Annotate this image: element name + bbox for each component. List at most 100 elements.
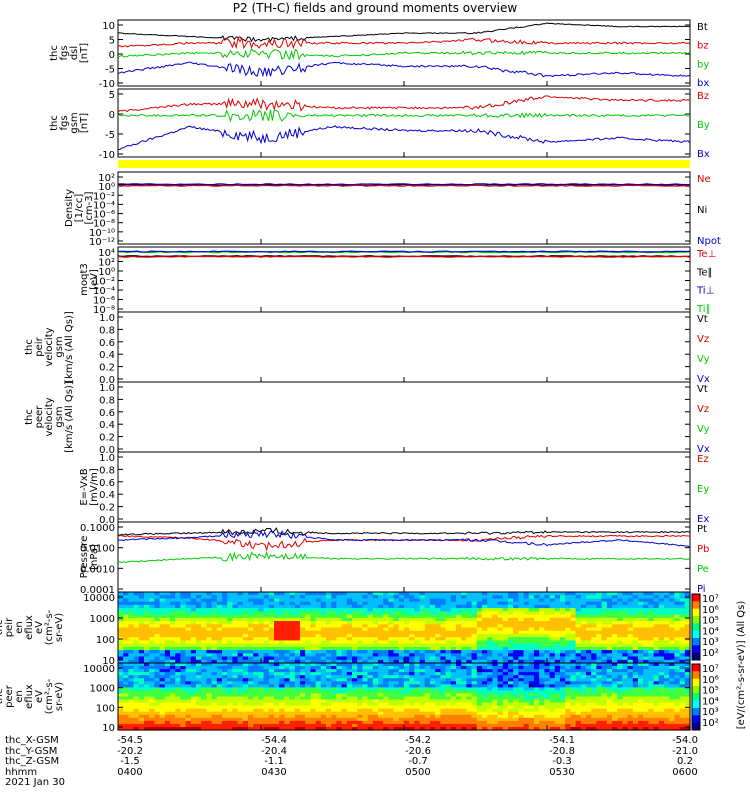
electron-spectrogram-cell — [300, 678, 306, 682]
electron-spectrogram-cell — [674, 684, 681, 688]
ion-spectrogram-cell — [435, 592, 441, 596]
electron-spectrogram-cell — [133, 672, 140, 676]
electron-spectrogram-cell — [414, 723, 421, 728]
electron-spectrogram-cell — [144, 666, 150, 670]
electron-spectrogram-cell — [346, 693, 353, 698]
ion-spectrogram-cell — [305, 595, 311, 599]
electron-spectrogram-cell — [648, 699, 655, 704]
ion-spectrogram-cell — [159, 627, 166, 632]
ion-spectrogram-cell — [227, 601, 233, 606]
ion-spectrogram-cell — [679, 650, 686, 654]
electron-spectrogram-cell — [123, 663, 129, 667]
electron-spectrogram-cell — [591, 669, 597, 673]
ion-spectrogram-cell — [289, 634, 296, 638]
electron-spectrogram-cell — [237, 705, 244, 710]
ion-spectrogram-cell — [341, 608, 348, 612]
ion-spectrogram-cell — [196, 621, 202, 625]
electron-spectrogram-cell — [617, 690, 623, 694]
electron-spectrogram-cell — [180, 678, 187, 682]
ion-spectrogram-cell — [445, 640, 452, 645]
electron-spectrogram-cell — [591, 708, 597, 713]
ion-spectrogram-cell — [352, 592, 358, 596]
ion-spectrogram-cell — [440, 630, 447, 635]
electron-spectrogram-cell — [518, 699, 525, 704]
ion-spectrogram-cell — [674, 595, 681, 599]
ion-spectrogram-cell — [196, 650, 202, 654]
y-axis-label-temp: moqt3[eV] — [79, 263, 100, 296]
electron-spectrogram-cell — [154, 705, 161, 710]
electron-spectrogram-cell — [601, 678, 608, 682]
electron-spectrogram-cell — [175, 663, 181, 667]
ion-spectrogram-cell — [123, 650, 129, 654]
ion-spectrogram-cell — [440, 643, 447, 648]
ion-spectrogram-cell — [617, 653, 623, 658]
ion-spectrogram-cell — [133, 601, 140, 606]
electron-spectrogram-cell — [341, 696, 348, 701]
electron-spectrogram-cell — [222, 669, 228, 673]
ion-spectrogram-cell — [268, 640, 275, 645]
electron-spectrogram-cell — [409, 696, 415, 701]
ion-spectrogram-cell — [435, 653, 441, 658]
ion-spectrogram-cell — [570, 630, 577, 635]
ion-spectrogram-cell — [492, 650, 499, 654]
ion-spectrogram-cell — [388, 601, 395, 606]
ion-spectrogram-cell — [674, 640, 681, 645]
ion-spectrogram-cell — [398, 608, 405, 612]
ion-spectrogram-cell — [622, 624, 629, 629]
electron-spectrogram-cell — [404, 702, 410, 707]
electron-spectrogram-cell — [336, 720, 343, 725]
ion-spectrogram-cell — [279, 630, 285, 635]
ion-spectrogram-cell — [294, 608, 301, 612]
electron-spectrogram-cell — [138, 669, 145, 673]
electron-spectrogram-cell — [601, 705, 608, 710]
ion-spectrogram-cell — [528, 646, 535, 651]
ion-spectrogram-cell — [622, 627, 629, 632]
ion-spectrogram-cell — [372, 592, 379, 596]
electron-spectrogram-cell — [508, 681, 514, 685]
electron-spectrogram-cell — [674, 669, 681, 673]
electron-spectrogram-cell — [190, 696, 197, 701]
ion-spectrogram-cell — [346, 630, 353, 635]
electron-spectrogram-cell — [518, 714, 525, 719]
ion-spectrogram-cell — [279, 617, 285, 622]
electron-spectrogram-cell — [128, 723, 135, 728]
ion-spectrogram-cell — [336, 643, 343, 648]
electron-spectrogram-cell — [461, 699, 467, 704]
electron-spectrogram-cell — [575, 699, 582, 704]
electron-spectrogram-cell — [398, 696, 405, 701]
ion-spectrogram-cell — [414, 627, 421, 632]
ion-spectrogram-cell — [294, 614, 301, 619]
ion-spectrogram-cell — [632, 634, 639, 638]
electron-spectrogram-cell — [393, 663, 400, 667]
ion-spectrogram-cell — [544, 614, 551, 619]
ion-spectrogram-cell — [684, 604, 691, 609]
ion-spectrogram-cell — [580, 611, 587, 616]
ion-spectrogram-cell — [487, 592, 493, 596]
ion-spectrogram-cell — [502, 617, 509, 622]
ion-spectrogram-cell — [294, 656, 301, 661]
ion-spectrogram-cell — [591, 624, 597, 629]
ion-spectrogram-cell — [658, 601, 665, 606]
electron-spectrogram-cell — [627, 708, 634, 713]
electron-spectrogram-cell — [487, 678, 493, 682]
ion-spectrogram-cell — [341, 646, 348, 651]
ion-spectrogram-cell — [658, 640, 665, 645]
electron-spectrogram-cell — [450, 687, 457, 691]
ion-spectrogram-cell — [435, 640, 441, 645]
electron-spectrogram-cell — [476, 696, 483, 701]
electron-spectrogram-cell — [419, 684, 426, 688]
ion-spectrogram-cell — [294, 617, 301, 622]
electron-spectrogram-cell — [632, 678, 639, 682]
electron-spectrogram-cell — [378, 705, 384, 710]
ion-spectrogram-cell — [336, 630, 343, 635]
ion-spectrogram-cell — [534, 617, 540, 622]
ion-spectrogram-cell — [393, 614, 400, 619]
ion-spectrogram-cell — [476, 640, 483, 645]
electron-spectrogram-cell — [669, 687, 675, 691]
ion-spectrogram-cell — [222, 608, 228, 612]
electron-spectrogram-cell — [445, 687, 452, 691]
ion-spectrogram-cell — [601, 653, 608, 658]
ion-spectrogram-cell — [575, 608, 582, 612]
ion-spectrogram-cell — [414, 640, 421, 645]
electron-spectrogram-cell — [393, 693, 400, 698]
